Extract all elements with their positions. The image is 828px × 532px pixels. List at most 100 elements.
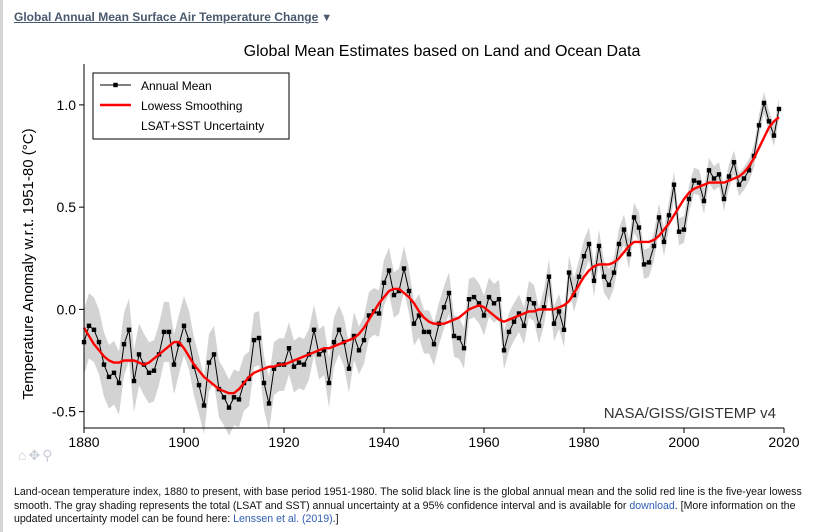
home-icon[interactable]: ⌂ (18, 447, 27, 463)
annual-mean-point (196, 382, 202, 388)
reference-link[interactable]: Lenssen et al. (2019) (233, 513, 333, 525)
annual-mean-point (376, 311, 382, 316)
annual-mean-point (131, 378, 137, 384)
annual-mean-point (631, 215, 637, 220)
section-toggle-link[interactable]: Global Annual Mean Surface Air Temperatu… (14, 10, 332, 24)
legend-uncertainty-label: LSAT+SST Uncertainty (141, 119, 264, 133)
annual-mean-point (451, 333, 457, 339)
section-toggle-label[interactable]: Global Annual Mean Surface Air Temperatu… (14, 10, 319, 24)
annual-mean-point (686, 196, 692, 202)
annual-mean-point (251, 337, 257, 343)
annual-mean-line (83, 102, 780, 409)
annual-mean-point (146, 370, 152, 375)
annual-mean-point (226, 405, 232, 410)
y-tick-label: 1.0 (57, 97, 77, 113)
annual-mean-point (761, 100, 767, 106)
chart-title: Global Mean Estimates based on Land and … (244, 43, 641, 60)
annual-mean-point (266, 401, 272, 406)
x-tick-label: 1900 (168, 434, 199, 450)
annual-mean-point (696, 180, 702, 185)
caret-down-icon[interactable]: ▼ (321, 12, 333, 24)
annual-mean-point (581, 254, 587, 259)
annual-mean-point (516, 311, 522, 316)
annual-mean-point (731, 160, 737, 165)
annual-mean-point (181, 323, 187, 328)
annual-mean-point (651, 243, 657, 249)
annual-mean-point (101, 362, 107, 367)
annual-mean-point (641, 262, 647, 267)
annual-mean-point (326, 380, 332, 386)
annual-mean-point (186, 337, 192, 343)
annual-mean-point (636, 225, 642, 230)
annual-mean-point (106, 374, 112, 380)
annual-mean-point (526, 297, 532, 302)
annual-mean-point (286, 346, 292, 351)
annual-mean-point (541, 305, 547, 310)
annual-mean-point (356, 348, 362, 353)
annual-mean-point (136, 352, 142, 357)
annual-mean-point (766, 119, 772, 124)
annual-mean-point (296, 360, 302, 365)
annual-mean-point (691, 178, 697, 183)
annual-mean-point (351, 333, 357, 339)
annual-mean-point (171, 362, 177, 367)
annual-mean-point (261, 380, 267, 386)
annual-mean-point (231, 395, 237, 400)
annual-mean-point (741, 176, 747, 181)
figure-caption: Land-ocean temperature index, 1880 to pr… (14, 486, 814, 527)
annual-mean-point (91, 327, 97, 332)
annual-mean-point (201, 403, 207, 408)
annual-mean-point (601, 274, 607, 279)
annual-mean-point (426, 329, 432, 335)
annual-mean-point (771, 133, 777, 138)
y-tick-label: 0.0 (57, 301, 77, 317)
x-tick-label: 2000 (668, 434, 699, 450)
annual-mean-point (116, 380, 122, 386)
annual-mean-point (391, 292, 397, 298)
annual-mean-point (96, 339, 102, 345)
annual-mean-point (396, 288, 402, 294)
annual-mean-point (611, 270, 617, 275)
pan-icon[interactable]: ✥ (28, 447, 41, 463)
annual-mean-point (236, 397, 242, 402)
annual-mean-point (481, 313, 487, 318)
legend-annual-marker (113, 82, 118, 88)
annual-mean-point (486, 294, 492, 300)
annual-mean-point (271, 366, 277, 371)
annual-mean-point (746, 168, 752, 173)
annual-mean-point (616, 241, 622, 247)
x-tick-label: 1920 (268, 434, 299, 450)
x-tick-label: 2020 (768, 434, 799, 450)
annual-mean-point (431, 342, 437, 347)
annual-mean-point (591, 278, 597, 283)
caption-text-1: Land-ocean temperature index, 1880 to pr… (14, 486, 802, 512)
annual-mean-point (626, 252, 632, 257)
annual-mean-point (191, 364, 197, 369)
annual-mean-point (121, 342, 127, 347)
annual-mean-point (311, 327, 317, 332)
annual-mean-point (496, 297, 502, 302)
annual-mean-point (681, 227, 687, 232)
annual-mean-point (161, 329, 167, 335)
download-link[interactable]: download (629, 499, 675, 512)
annual-mean-point (756, 123, 762, 128)
annual-mean-point (416, 313, 422, 318)
legend-smooth-label: Lowess Smoothing (141, 99, 242, 113)
annual-mean-point (501, 348, 507, 353)
zoom-icon[interactable]: ⚲ (42, 447, 53, 463)
annual-mean-point (126, 327, 132, 332)
annual-mean-point (711, 176, 717, 181)
annual-mean-point (726, 174, 732, 179)
chart-toolbar: ⌂ ✥ ⚲ (18, 446, 62, 464)
annual-mean-markers (81, 100, 782, 410)
annual-mean-point (466, 297, 472, 302)
annual-mean-point (736, 182, 742, 187)
annual-mean-point (366, 313, 372, 318)
annual-mean-point (556, 309, 562, 314)
annual-mean-point (506, 329, 512, 335)
annual-mean-point (456, 335, 462, 341)
annual-mean-point (461, 346, 467, 351)
annual-mean-point (476, 301, 482, 306)
caption-text-2: . [More information on the updated uncer… (14, 499, 796, 526)
annual-mean-point (316, 352, 322, 357)
